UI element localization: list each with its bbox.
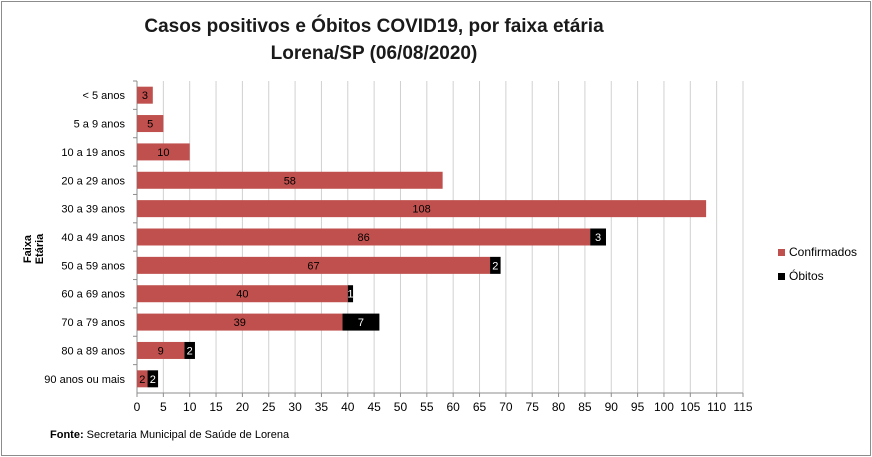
x-tick-label: 45 — [367, 400, 381, 414]
x-tick-label: 40 — [341, 400, 355, 414]
y-tick-label: < 5 anos — [82, 90, 125, 102]
y-tick-label: 10 a 19 anos — [61, 147, 125, 159]
x-tick-label: 90 — [605, 400, 619, 414]
source-note: Fonte: Secretaria Municipal de Saúde de … — [50, 429, 289, 441]
data-label: 2 — [150, 374, 156, 386]
y-tick-label: 70 a 79 anos — [61, 317, 125, 329]
bar-obitos — [490, 256, 501, 274]
source-label: Fonte: — [50, 429, 84, 441]
data-label: 9 — [158, 345, 164, 357]
x-tick-label: 110 — [707, 400, 726, 414]
data-label: 7 — [358, 317, 364, 329]
y-tick-label: 60 a 69 anos — [61, 289, 125, 301]
bar-confirmados — [137, 171, 443, 189]
x-tick-label: 65 — [473, 400, 487, 414]
x-tick-label: 20 — [236, 400, 250, 414]
data-label: 86 — [357, 232, 369, 244]
bar-confirmados — [137, 86, 153, 104]
x-tick-label: 10 — [183, 400, 197, 414]
data-label: 1 — [347, 289, 353, 301]
y-tick-label: 20 a 29 anos — [61, 175, 125, 187]
legend-label-confirmados: Confirmados — [789, 245, 858, 259]
x-tick-label: 15 — [209, 400, 223, 414]
data-label: 39 — [234, 317, 246, 329]
x-tick-label: 50 — [394, 400, 408, 414]
x-tick-label: 75 — [526, 400, 540, 414]
bar-confirmados — [137, 228, 591, 246]
x-tick-label: 30 — [288, 400, 302, 414]
bar-confirmados — [137, 370, 148, 388]
bar-confirmados — [137, 313, 343, 331]
bar-obitos — [347, 285, 354, 303]
data-label: 2 — [492, 260, 498, 272]
x-tick-label: 60 — [446, 400, 460, 414]
data-label: 2 — [187, 345, 193, 357]
data-label: 58 — [284, 175, 296, 187]
legend-swatch-confirmados — [778, 248, 785, 256]
chart-title-line1: Casos positivos e Óbitos COVID19, por fa… — [144, 16, 604, 37]
chart-title-line2: Lorena/SP (06/08/2020) — [270, 43, 478, 64]
y-tick-label: 5 a 9 anos — [74, 119, 126, 131]
data-label: 10 — [157, 147, 169, 159]
x-tick-label: 80 — [552, 400, 566, 414]
data-label: 2 — [139, 374, 145, 386]
x-tick-label: 0 — [134, 400, 141, 414]
x-tick-label: 5 — [160, 400, 167, 414]
bar-confirmados — [137, 200, 707, 218]
legend-item-obitos: Óbitos — [778, 264, 857, 288]
data-label: 5 — [147, 119, 153, 131]
legend-item-confirmados: Confirmados — [778, 240, 857, 264]
y-tick-label: 90 anos ou mais — [44, 374, 125, 386]
source-text: Secretaria Municipal de Saúde de Lorena — [83, 429, 290, 441]
x-tick-label: 55 — [420, 400, 434, 414]
bar-confirmados — [137, 285, 348, 303]
y-tick-label: 50 a 59 anos — [61, 260, 125, 272]
bar-obitos — [147, 370, 159, 388]
x-tick-label: 100 — [654, 400, 674, 414]
bar-confirmados — [137, 256, 491, 274]
x-tick-label: 35 — [315, 400, 329, 414]
data-label: 108 — [412, 204, 430, 216]
legend-swatch-obitos — [778, 272, 785, 280]
bar-obitos — [590, 228, 606, 246]
y-tick-label: 40 a 49 anos — [61, 232, 125, 244]
x-tick-label: 85 — [578, 400, 592, 414]
bar-confirmados — [137, 143, 190, 161]
bar-confirmados — [137, 341, 185, 359]
bar-obitos — [342, 313, 380, 331]
data-label: 40 — [236, 289, 248, 301]
legend-label-obitos: Óbitos — [789, 269, 824, 283]
y-tick-label: 30 a 39 anos — [61, 204, 125, 216]
y-tick-label: 80 a 89 anos — [61, 345, 125, 357]
x-tick-label: 95 — [631, 400, 645, 414]
legend: Confirmados Óbitos — [778, 240, 857, 288]
data-label: 3 — [142, 90, 148, 102]
x-tick-label: 70 — [499, 400, 513, 414]
x-tick-label: 25 — [262, 400, 276, 414]
bar-obitos — [184, 341, 195, 359]
bar-confirmados — [137, 115, 164, 133]
x-tick-label: 115 — [733, 400, 752, 414]
data-label: 67 — [307, 260, 319, 272]
data-label: 3 — [595, 232, 601, 244]
x-tick-label: 105 — [680, 400, 700, 414]
